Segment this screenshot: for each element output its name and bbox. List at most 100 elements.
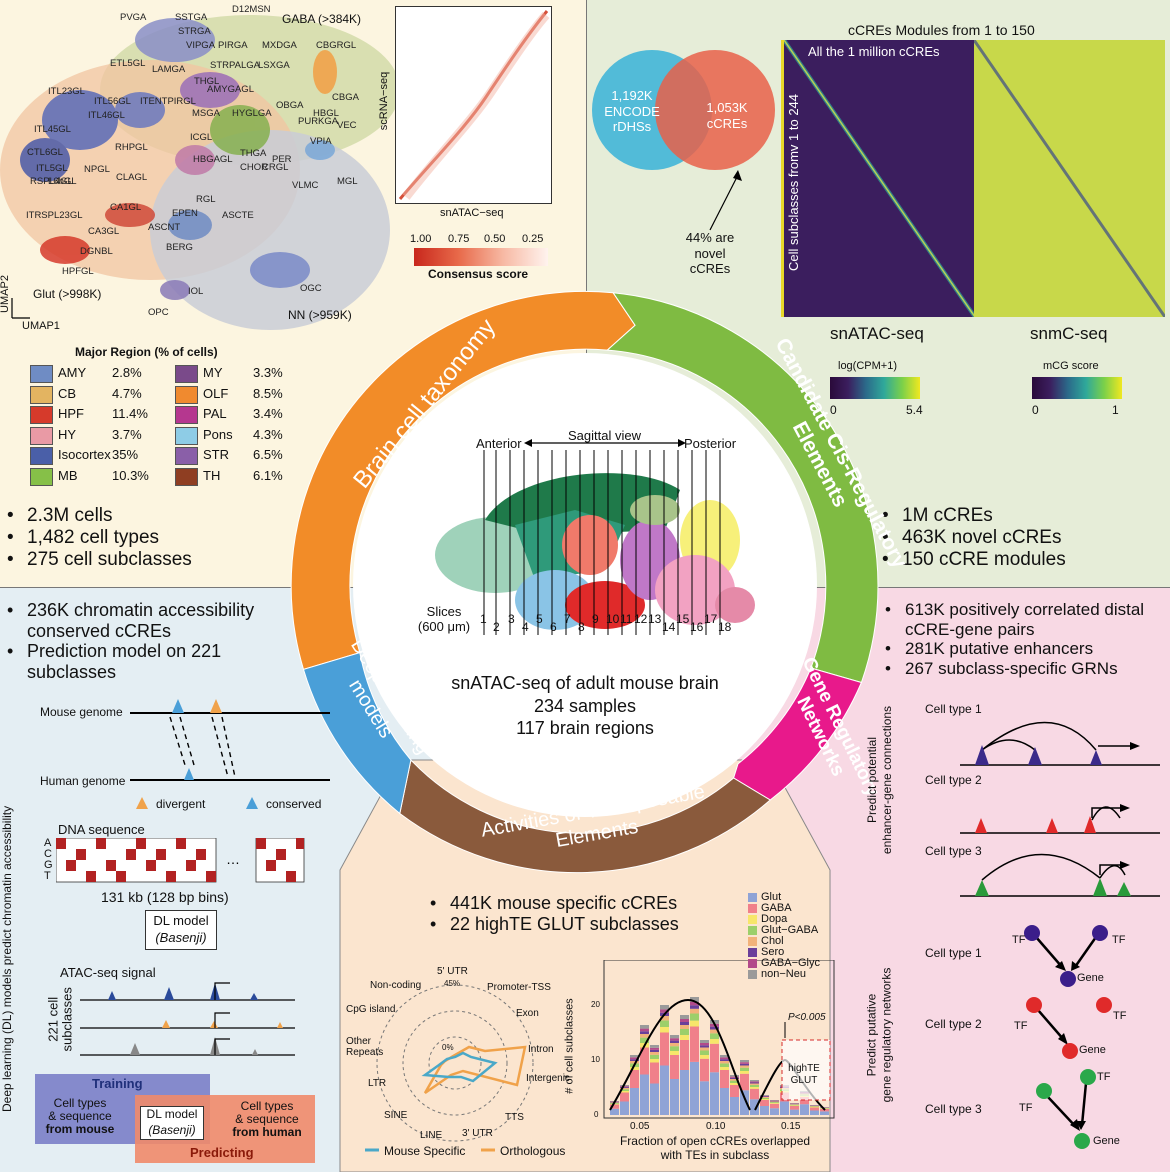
hist-bar-segment xyxy=(620,1092,629,1102)
radar-axis-label: Promoter-TSS xyxy=(487,982,551,993)
nn-group-label: NN (>959K) xyxy=(288,308,352,322)
hist-bar-segment xyxy=(700,1043,709,1046)
hist-bar-segment xyxy=(740,1063,749,1066)
stat-cres: 1M cCREs xyxy=(880,505,1066,527)
hist-legend-label: GABA xyxy=(761,902,792,914)
hist-bar-segment xyxy=(670,1040,679,1043)
hist-bar-segment xyxy=(670,1055,679,1079)
umap-cluster-label: VPIA xyxy=(310,136,332,147)
hist-bar-segment xyxy=(700,1058,709,1082)
hist-bar-segment xyxy=(710,1039,719,1044)
region-pct: 4.7% xyxy=(112,385,142,401)
mc-heatmap-label: snmC-seq xyxy=(1030,324,1108,343)
hist-bar-segment xyxy=(620,1089,629,1091)
grn2-gene: Gene xyxy=(1079,1044,1106,1056)
hist-bar-segment xyxy=(740,1067,749,1071)
region-swatch xyxy=(175,467,198,486)
posterior-label: Posterior xyxy=(684,436,737,451)
hist-legend-label: Glut−GABA xyxy=(761,924,819,936)
radar-axis-label: Other Repeats xyxy=(346,1036,384,1058)
hist-bar-segment xyxy=(750,1084,759,1087)
summary-title: snATAC-seq of adult mouse brain xyxy=(451,673,719,693)
slice-number: 6 xyxy=(550,620,557,634)
region-name: CB xyxy=(58,385,77,401)
hist-bar-segment xyxy=(730,1079,739,1081)
umap-cluster-label: RSPL4GL xyxy=(30,176,73,187)
cpm-min: 0 xyxy=(830,403,837,417)
umap-cluster-label: VEC xyxy=(337,120,357,131)
umap-cluster-label: HPFGL xyxy=(62,266,94,277)
hist-bar-segment xyxy=(690,1008,699,1014)
hist-legend-label: non−Neu xyxy=(761,968,806,980)
hist-bar-segment xyxy=(780,1101,789,1115)
umap-cluster-label: OBGA xyxy=(276,100,304,111)
hist-bar-segment xyxy=(710,1026,719,1030)
hist-bar-segment xyxy=(640,1034,649,1038)
umap-cluster-label: PIRGA xyxy=(218,40,248,51)
umap-cluster-label: RGL xyxy=(196,194,216,205)
hist-bar-segment xyxy=(770,1103,779,1109)
region-name: OLF xyxy=(203,385,229,401)
region-pct: 3.3% xyxy=(253,365,283,380)
hist-bar-segment xyxy=(730,1097,739,1115)
grn1-tf-right: TF xyxy=(1112,934,1126,946)
slice-number: 12 xyxy=(634,612,648,626)
hist-bar-segment xyxy=(730,1076,739,1078)
region-legend-item: Pons 4.3% xyxy=(175,426,315,445)
region-swatch xyxy=(175,447,198,465)
stat-gene-pairs: 613K positively correlated distal cCRE-g… xyxy=(883,600,1168,639)
grn1-gene: Gene xyxy=(1077,972,1104,984)
slice-lines xyxy=(483,450,721,635)
hist-bar-segment xyxy=(760,1100,769,1106)
taxonomy-stats: 2.3M cells 1,482 cell types 275 cell sub… xyxy=(5,505,192,571)
umap-cluster-label: PURKGA xyxy=(298,116,339,127)
svg-text:…: … xyxy=(226,851,240,867)
hist-legend-label: Dopa xyxy=(761,913,788,925)
subclasses-side-label: 221 cell subclasses xyxy=(45,987,75,1052)
umap-cluster-label: ITL45GL xyxy=(34,124,71,135)
hist-bar-segment xyxy=(730,1085,739,1097)
hist-bar-segment xyxy=(770,1102,779,1103)
region-legend-item: AMY 2.8% xyxy=(30,364,170,383)
center-summary: snATAC-seq of adult mouse brain 234 samp… xyxy=(435,672,735,740)
hist-bar-segment xyxy=(790,1106,799,1110)
cpm-max: 5.4 xyxy=(906,403,923,417)
grn3-tf-right: TF xyxy=(1097,1071,1111,1083)
hist-bar-segment xyxy=(800,1104,809,1115)
region-legend-title: Major Region (% of cells) xyxy=(75,345,218,359)
hist-y-tick-0: 0 xyxy=(594,1110,599,1119)
hist-bar-segment xyxy=(730,1083,739,1085)
grn-cell-type-1: Cell type 1 xyxy=(925,702,982,716)
slice-number: 15 xyxy=(676,612,690,626)
hist-bar-segment xyxy=(740,1060,749,1063)
hist-y-tick-20: 20 xyxy=(591,1000,600,1009)
te-radar-chart xyxy=(365,984,534,1152)
hist-y-label: # of cell subclasses xyxy=(563,998,576,1094)
hist-bar-segment xyxy=(690,1001,699,1006)
hist-legend-swatch xyxy=(748,915,757,924)
hist-bar-segment xyxy=(650,1052,659,1055)
slice-number: 5 xyxy=(536,612,543,626)
hist-bar-segment xyxy=(720,1070,729,1088)
hist-legend-swatch xyxy=(748,937,757,946)
umap-cluster-label: AMYGAGL xyxy=(207,84,254,95)
slice-number: 4 xyxy=(522,620,529,634)
region-swatch xyxy=(175,406,198,424)
summary-regions: 117 brain regions xyxy=(516,718,654,738)
cpm-label: log(CPM+1) xyxy=(838,360,897,372)
slice-number: 17 xyxy=(704,612,718,626)
umap-cluster-label: ETL5GL xyxy=(110,58,146,69)
hist-x-label: Fraction of open cCREs overlapped with T… xyxy=(619,1134,811,1162)
hist-bar-segment xyxy=(650,1045,659,1048)
region-pct: 35% xyxy=(112,447,139,462)
hist-bar-segment xyxy=(720,1055,729,1058)
hist-bar-segment xyxy=(650,1049,659,1052)
hist-legend-swatch xyxy=(748,893,757,902)
hist-bar-segment xyxy=(710,1072,719,1115)
radar-axis-label: 5' UTR xyxy=(437,966,468,977)
hist-bar-segment xyxy=(670,1079,679,1115)
region-swatch xyxy=(30,467,53,486)
hist-bar-segment xyxy=(730,1080,739,1083)
hist-bar-segment xyxy=(620,1088,629,1090)
region-legend-item: STR 6.5% xyxy=(175,446,315,465)
